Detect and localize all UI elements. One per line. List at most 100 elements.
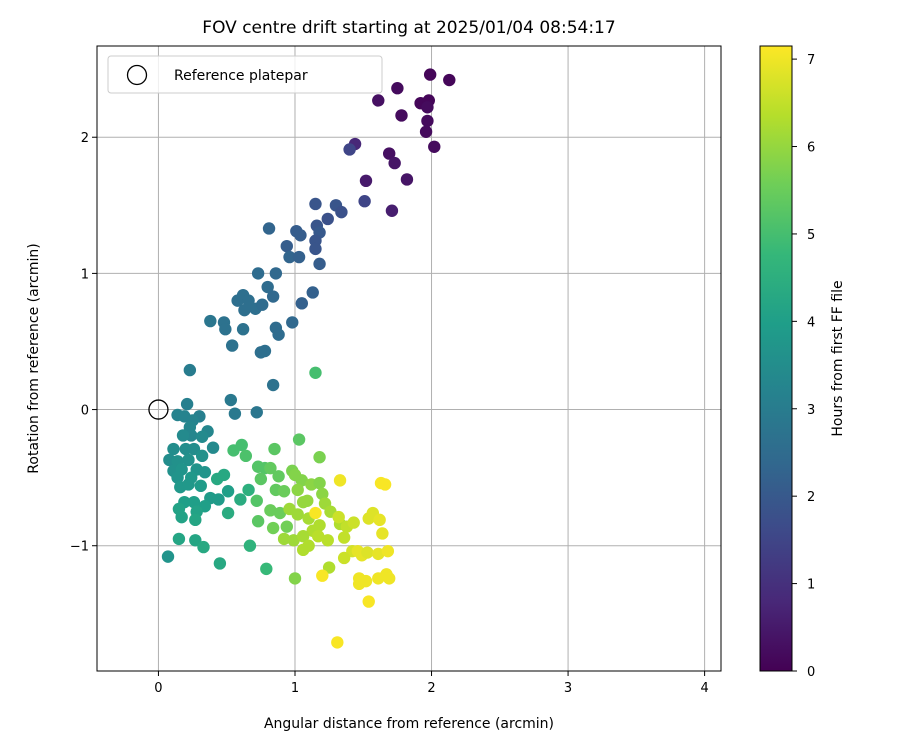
data-point — [421, 101, 434, 114]
data-point — [256, 298, 269, 311]
data-point — [266, 378, 280, 392]
data-point — [395, 109, 408, 122]
chart-title: FOV centre drift starting at 2025/01/04 … — [202, 18, 615, 38]
data-point — [194, 479, 207, 493]
legend-entry-label: Reference platepar — [174, 68, 308, 84]
data-point — [385, 204, 399, 217]
data-point — [400, 173, 414, 186]
reference-platepar-marker — [148, 399, 169, 420]
data-point — [296, 495, 310, 509]
data-point — [251, 267, 265, 280]
colorbar-ticks: 0 1 2 3 4 5 6 7 — [792, 53, 815, 680]
data-point — [239, 449, 253, 463]
data-point — [264, 504, 277, 517]
data-point — [322, 561, 336, 574]
data-point — [172, 532, 186, 546]
data-point — [332, 510, 345, 524]
grid — [97, 46, 721, 671]
data-point — [372, 94, 385, 107]
data-point — [376, 527, 389, 540]
data-point — [254, 472, 268, 486]
data-point — [182, 453, 195, 467]
data-point — [272, 470, 285, 483]
data-point — [269, 267, 283, 280]
data-point — [225, 339, 239, 352]
data-point — [337, 531, 351, 544]
data-point — [260, 562, 273, 576]
data-point — [187, 495, 201, 509]
data-point — [373, 513, 386, 527]
data-point — [195, 430, 209, 443]
data-point — [309, 506, 322, 520]
data-point — [321, 212, 334, 226]
data-point — [182, 478, 195, 491]
data-point — [295, 297, 309, 310]
colorbar-tick-label: 6 — [807, 141, 815, 156]
data-point — [286, 316, 299, 329]
data-point — [197, 540, 210, 554]
data-point — [335, 205, 348, 219]
data-point — [423, 68, 437, 81]
data-point — [358, 195, 371, 208]
y-tick-label: 0 — [81, 404, 89, 419]
data-point — [277, 532, 291, 546]
plot-frame — [96, 45, 722, 672]
data-point — [292, 250, 306, 264]
data-point — [287, 534, 300, 547]
data-point — [262, 222, 276, 235]
data-point — [266, 521, 280, 535]
data-point — [221, 506, 235, 520]
data-point — [234, 493, 247, 506]
data-point — [361, 546, 374, 559]
data-point — [352, 577, 366, 591]
data-point — [195, 449, 209, 463]
data-point — [280, 239, 293, 253]
data-point — [283, 250, 296, 264]
data-point — [421, 114, 434, 128]
data-point — [212, 493, 225, 506]
colorbar-tick-label: 7 — [807, 53, 815, 68]
data-point — [292, 433, 306, 446]
data-point — [313, 451, 326, 464]
data-point — [227, 444, 240, 457]
x-axis-ticks: 0 1 2 3 4 — [154, 671, 709, 696]
data-point — [294, 229, 307, 242]
data-point — [280, 520, 293, 533]
colorbar-tick-label: 0 — [807, 665, 815, 680]
data-point — [213, 557, 227, 570]
data-point — [266, 290, 280, 303]
data-point — [272, 328, 285, 341]
data-point — [250, 406, 263, 419]
data-point — [251, 515, 265, 528]
data-point — [242, 483, 255, 497]
colorbar-tick-label: 5 — [807, 228, 815, 243]
data-point — [268, 442, 281, 456]
data-point — [359, 174, 373, 188]
data-point — [331, 636, 344, 649]
colorbar-tick-label: 2 — [807, 490, 815, 505]
x-tick-label: 2 — [427, 681, 435, 696]
data-point — [347, 516, 360, 529]
y-tick-label: 1 — [81, 267, 89, 282]
data-point — [254, 346, 268, 359]
data-point — [321, 534, 334, 547]
data-point — [343, 143, 356, 156]
data-point — [243, 539, 257, 552]
data-point — [187, 442, 201, 456]
data-point — [238, 303, 251, 317]
colorbar-tick-label: 1 — [807, 578, 815, 593]
data-point — [273, 506, 287, 520]
data-point — [296, 529, 310, 543]
data-point — [362, 595, 375, 608]
data-point — [313, 476, 326, 490]
colorbar: 0 1 2 3 4 5 6 7 Hours from first FF file — [759, 45, 846, 680]
data-point — [264, 461, 277, 475]
y-tick-label: 2 — [81, 131, 89, 146]
data-point — [313, 257, 326, 271]
data-point — [306, 286, 319, 299]
data-points — [161, 68, 456, 649]
data-point — [316, 569, 329, 582]
y-tick-label: −1 — [70, 540, 89, 555]
legend-marker-circle-icon — [126, 64, 148, 86]
data-point — [189, 513, 202, 527]
